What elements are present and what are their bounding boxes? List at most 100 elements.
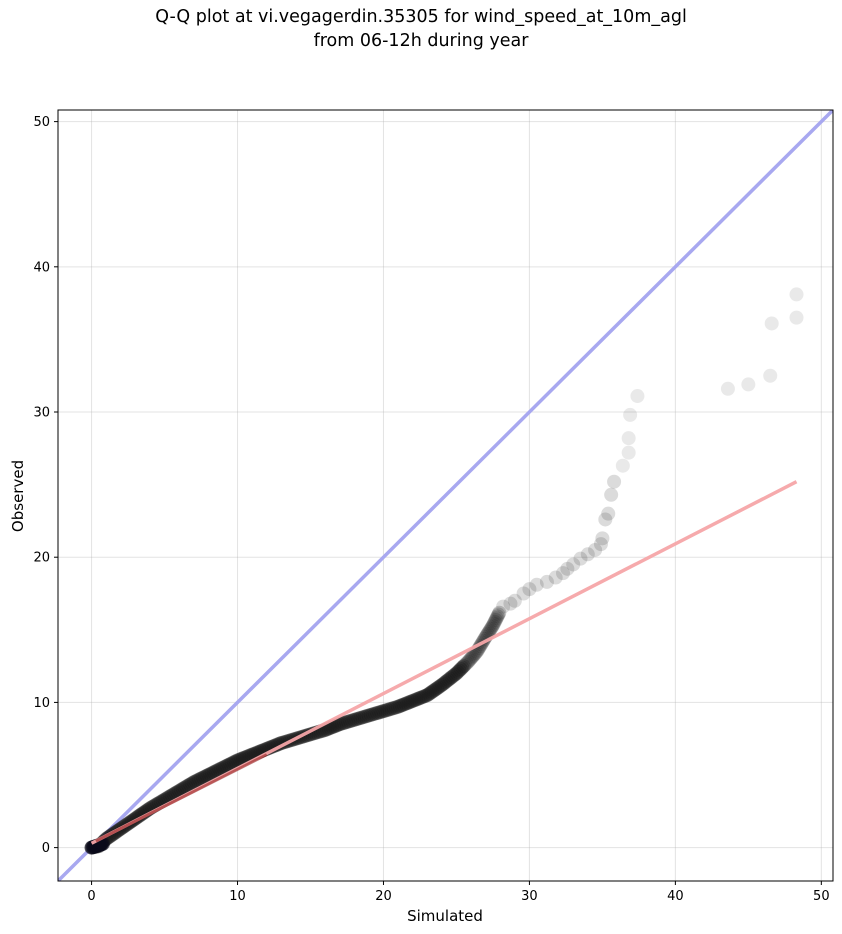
scatter-point (453, 662, 468, 677)
scatter-point (458, 657, 473, 672)
scatter-point (343, 714, 358, 729)
plot-frame (57, 109, 834, 882)
scatter-point (412, 691, 427, 706)
grid (58, 110, 833, 881)
scatter-point (623, 407, 638, 422)
scatter-point (464, 650, 479, 665)
scatter-point (433, 679, 448, 694)
scatter-point (203, 767, 218, 782)
scatter-point (450, 664, 465, 679)
y-axis-label: Observed (9, 460, 27, 532)
scatter-dense (84, 605, 507, 855)
scatter-point (442, 671, 457, 686)
scatter-point (411, 691, 426, 706)
scatter-point (228, 754, 243, 769)
scatter-point (496, 599, 511, 614)
scatter-point (388, 700, 403, 715)
y-tick-label: 50 (33, 115, 50, 130)
y-tick-label: 40 (33, 260, 50, 275)
scatter-point (370, 705, 385, 720)
scatter-point (179, 779, 194, 794)
scatter-point (462, 653, 477, 668)
scatter-point (188, 774, 203, 789)
scatter-point (194, 771, 209, 786)
scatter-point (199, 768, 214, 783)
scatter-point (186, 775, 201, 790)
scatter-point (204, 766, 219, 781)
scatter-point (438, 675, 453, 690)
scatter-point (357, 709, 372, 724)
scatter-point (447, 667, 462, 682)
scatter-point (467, 647, 482, 662)
scatter-point (341, 714, 356, 729)
scatter-point (181, 778, 196, 793)
scatter-point (380, 702, 395, 717)
scatter-point (560, 561, 575, 576)
scatter-point (789, 287, 804, 302)
scatter-point (431, 680, 446, 695)
y-tick-label: 10 (33, 696, 50, 711)
scatter-point (349, 712, 364, 727)
scatter-point (434, 677, 449, 692)
scatter-point (334, 716, 349, 731)
scatter-point (485, 618, 500, 633)
scatter-point (420, 688, 435, 703)
scatter-point (789, 310, 804, 325)
scatter-point (345, 713, 360, 728)
scatter-point (392, 699, 407, 714)
scatter-point (336, 715, 351, 730)
scatter-point (720, 381, 735, 396)
scatter-point (355, 710, 370, 725)
scatter-point (516, 586, 531, 601)
scatter-point (197, 769, 212, 784)
scatter-point (429, 681, 444, 696)
scatter-point (466, 648, 481, 663)
scatter-point (214, 761, 229, 776)
scatter-point (223, 757, 238, 772)
y-tick-label: 20 (33, 551, 50, 566)
scatter-point (630, 389, 645, 404)
scatter-point (446, 668, 461, 683)
scatter-point (232, 752, 247, 767)
scatter-point (491, 607, 506, 622)
scatter-point (461, 654, 476, 669)
scatter-point (449, 666, 464, 681)
scatter-point (391, 699, 406, 714)
scatter-point (226, 755, 241, 770)
scatter-point (492, 605, 507, 620)
scatter-point (481, 625, 496, 640)
scatter-point (539, 574, 554, 589)
scatter-point (615, 458, 630, 473)
scatter-point (580, 547, 595, 562)
scatter-point (215, 760, 230, 775)
axis-ticks: 0 10 20 30 40 50 0 10 20 30 40 50 (33, 115, 829, 904)
scatter-point (230, 753, 245, 768)
plot-area (58, 110, 833, 881)
scatter-point (486, 616, 501, 631)
identity-line (58, 110, 833, 881)
scatter-point (359, 709, 374, 724)
scatter-point (428, 682, 443, 697)
scatter-point (330, 717, 345, 732)
y-tick-label: 30 (33, 406, 50, 421)
scatter-point (463, 651, 478, 666)
scatter-point (423, 685, 438, 700)
scatter-point (172, 783, 187, 798)
scatter-point (363, 707, 378, 722)
scatter-point (361, 708, 376, 723)
scatter-point (456, 659, 471, 674)
x-axis-label: Simulated (407, 907, 483, 925)
scatter-point (763, 368, 778, 383)
scatter-point (217, 759, 232, 774)
scatter-point (183, 777, 198, 792)
scatter-point (425, 684, 440, 699)
scatter-point (206, 765, 221, 780)
scatter-point (607, 474, 622, 489)
scatter-point (195, 770, 210, 785)
scatter-point (368, 706, 383, 721)
scatter-point (522, 582, 537, 597)
scatter-point (487, 614, 502, 629)
scatter-point (529, 577, 544, 592)
scatter-point (483, 621, 498, 636)
